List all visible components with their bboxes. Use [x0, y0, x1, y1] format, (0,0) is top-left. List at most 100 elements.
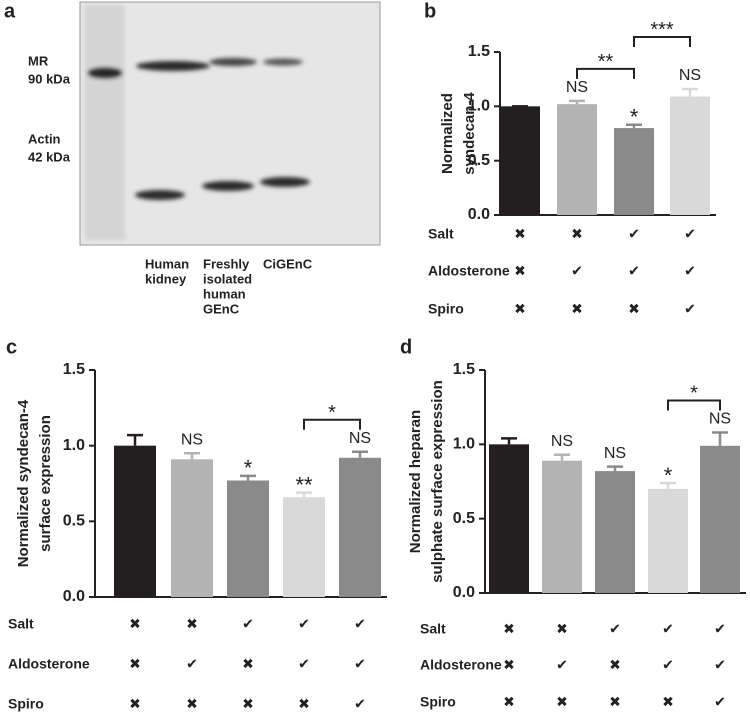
bar — [670, 96, 710, 215]
condition-mark: ✖ — [609, 657, 621, 673]
bracket-label: * — [690, 383, 698, 405]
condition-mark: ✖ — [514, 226, 526, 242]
y-axis-label: Normalized syndecan-4 — [15, 399, 32, 567]
condition-mark: ✖ — [556, 694, 568, 710]
lane-label: isolated — [203, 271, 252, 286]
bracket-label: ** — [598, 51, 614, 73]
condition-mark: ✔ — [354, 656, 366, 672]
bar — [542, 460, 582, 593]
condition-label: Salt — [8, 616, 34, 632]
condition-mark: ✖ — [503, 657, 515, 673]
lane-label: human — [203, 286, 246, 301]
condition-mark: ✖ — [556, 621, 568, 637]
condition-mark: ✔ — [571, 263, 583, 279]
bar — [227, 480, 269, 597]
blot-image — [79, 1, 381, 246]
error-bar — [626, 123, 642, 129]
lane-label: kidney — [145, 271, 187, 286]
condition-mark: ✖ — [514, 263, 526, 279]
band — [88, 68, 122, 78]
condition-mark: ✔ — [714, 694, 726, 710]
lane-label: GEnC — [203, 301, 240, 316]
condition-mark: ✖ — [571, 226, 583, 242]
band — [136, 61, 210, 71]
bar — [171, 459, 213, 597]
blot-membrane — [79, 1, 381, 246]
annotation: * — [664, 463, 673, 488]
error-bar — [554, 453, 570, 461]
annotation: ** — [295, 472, 313, 497]
y-axis-label: sulphate surface expression — [429, 380, 446, 583]
annotation: * — [630, 105, 639, 130]
bar — [500, 106, 540, 215]
bracket — [633, 35, 691, 47]
condition-mark: ✔ — [714, 657, 726, 673]
band — [202, 181, 254, 191]
condition-mark: ✖ — [186, 696, 198, 712]
band-label: 42 kDa — [28, 149, 71, 164]
y-tick-label: 0.0 — [468, 206, 490, 223]
condition-mark: ✔ — [628, 226, 640, 242]
condition-mark: ✔ — [354, 616, 366, 632]
condition-mark: ✔ — [298, 616, 310, 632]
annotation: NS — [181, 431, 203, 448]
error-bar — [127, 433, 143, 446]
condition-mark: ✔ — [609, 621, 621, 637]
bar — [339, 457, 381, 597]
condition-label: Salt — [428, 226, 454, 242]
error-bar — [682, 87, 698, 97]
y-axis-label: Normalized — [439, 93, 456, 174]
condition-mark: ✔ — [354, 696, 366, 712]
y-tick-label: 0.5 — [468, 152, 490, 169]
y-tick-label: 0.0 — [63, 588, 85, 605]
condition-mark: ✖ — [503, 694, 515, 710]
band — [209, 58, 257, 66]
bar — [614, 128, 654, 215]
condition-mark: ✖ — [129, 696, 141, 712]
condition-mark: ✖ — [662, 694, 674, 710]
condition-mark: ✔ — [684, 263, 696, 279]
bar — [648, 488, 688, 593]
condition-mark: ✔ — [662, 657, 674, 673]
y-tick-label: 1.5 — [63, 361, 85, 378]
error-bar — [240, 474, 256, 481]
annotation: NS — [679, 67, 701, 84]
annotation: NS — [566, 79, 588, 96]
error-bar — [660, 481, 676, 489]
y-tick-label: 1.0 — [468, 98, 490, 115]
condition-mark: ✖ — [129, 656, 141, 672]
panel-label: c — [6, 336, 17, 358]
bracket — [576, 67, 635, 79]
y-tick-label: 1.0 — [63, 437, 85, 454]
bar — [114, 445, 156, 597]
annotation: NS — [551, 433, 573, 450]
condition-mark: ✖ — [571, 301, 583, 317]
y-tick-label: 0.5 — [63, 513, 85, 530]
band-label: 90 kDa — [28, 71, 71, 86]
y-tick-label: 1.5 — [453, 361, 475, 378]
band — [263, 58, 303, 66]
band-label: MR — [28, 53, 49, 68]
condition-mark: ✔ — [714, 621, 726, 637]
annotation: NS — [604, 445, 626, 462]
condition-mark: ✔ — [662, 621, 674, 637]
condition-mark: ✖ — [298, 696, 310, 712]
bar — [700, 445, 740, 593]
panel-label: b — [424, 0, 436, 22]
bar — [283, 497, 325, 597]
band-label: Actin — [28, 131, 61, 146]
y-axis-label: Normalized heparan — [407, 410, 424, 553]
condition-mark: ✖ — [242, 656, 254, 672]
condition-label: Aldosterone — [420, 657, 502, 673]
condition-mark: ✖ — [609, 694, 621, 710]
bracket — [303, 418, 361, 430]
lane-label: Human — [145, 256, 189, 271]
y-axis-label: surface expression — [37, 415, 54, 552]
band — [260, 177, 310, 187]
band — [135, 190, 185, 200]
condition-mark: ✖ — [129, 616, 141, 632]
condition-label: Spiro — [428, 301, 464, 317]
panel-label: a — [4, 0, 16, 22]
bar — [489, 444, 529, 593]
